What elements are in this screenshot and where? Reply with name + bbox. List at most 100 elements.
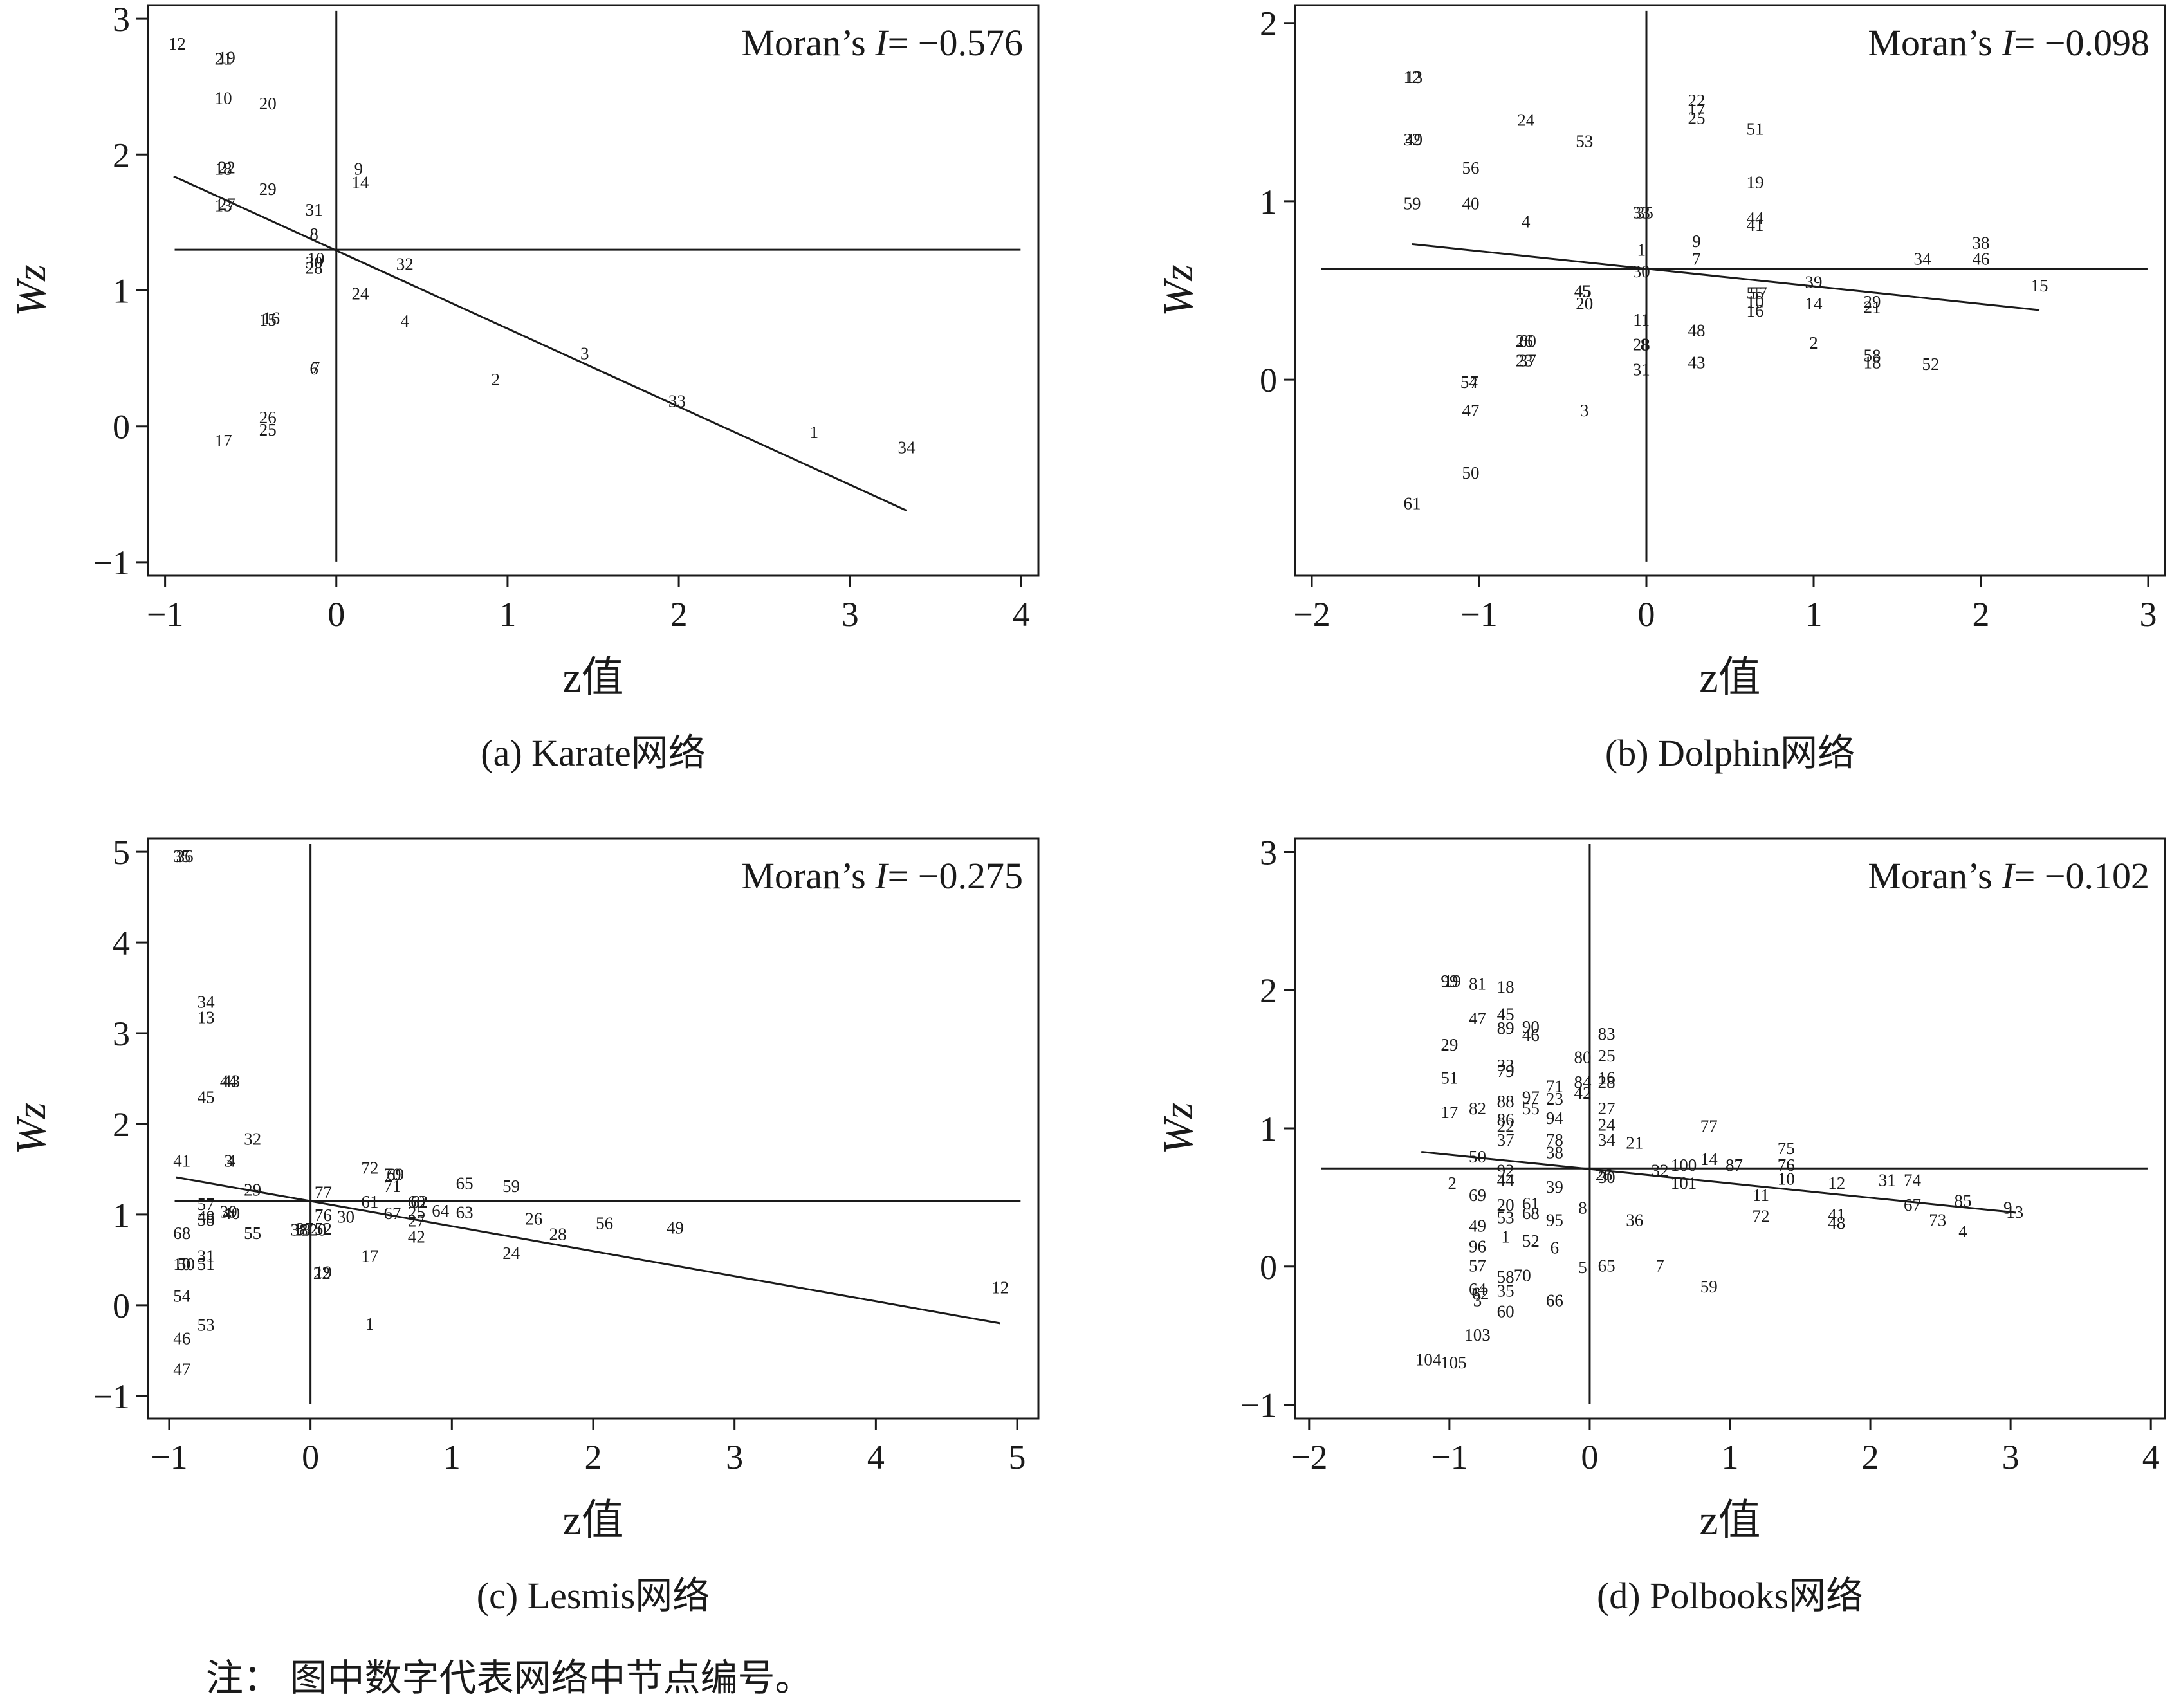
chart-3-point-label: 11 — [1753, 1186, 1769, 1205]
chart-0-point-label: 7 — [311, 358, 320, 377]
chart-3-point-label: 28 — [1598, 1072, 1615, 1092]
chart-1-point-label: 4 — [1522, 212, 1531, 231]
chart-0-point-label: 34 — [898, 437, 916, 457]
chart-2-x-tick-label: −1 — [151, 1438, 187, 1476]
chart-3-moran-prefix: Moran’s — [1868, 855, 2002, 897]
chart-0-x-tick-label: 1 — [499, 595, 516, 634]
chart-3-fit-line — [1421, 1151, 2017, 1214]
chart-1-point-label: 44 — [1747, 208, 1765, 228]
chart-3-point-label: 62 — [1471, 1284, 1489, 1303]
chart-1-point-label: 40 — [1462, 194, 1480, 214]
chart-3-point-label: 51 — [1440, 1069, 1458, 1088]
chart-3-point-label: 87 — [1726, 1155, 1743, 1175]
chart-0-point-label: 18 — [215, 159, 232, 178]
chart-2-point-label: 30 — [337, 1208, 354, 1227]
chart-2-point-label: 25 — [408, 1203, 425, 1222]
chart-0-point-label: 27 — [218, 194, 235, 214]
chart-1-point-label: 7 — [1692, 250, 1701, 269]
chart-1-point-label: 60 — [1519, 331, 1536, 351]
chart-3-point-label: 39 — [1546, 1177, 1563, 1197]
chart-3-point-label: 6 — [1551, 1238, 1560, 1258]
chart-3-point-label: 86 — [1497, 1110, 1514, 1129]
chart-2-moran-prefix: Moran’s — [741, 855, 875, 897]
chart-3-point-label: 7 — [1655, 1256, 1664, 1276]
chart-1-plot-frame — [1294, 4, 2166, 577]
chart-3-point-label: 94 — [1546, 1108, 1564, 1128]
chart-1-point-label: 10 — [1747, 292, 1764, 311]
chart-2-moran-annotation: Moran’s I= −0.275 — [741, 855, 1023, 897]
chart-3-point-label: 74 — [1904, 1170, 1922, 1189]
chart-3-point-label: 30 — [1598, 1168, 1615, 1187]
chart-3-point-label: 81 — [1469, 975, 1486, 994]
chart-3-moran-annotation: Moran’s I= −0.102 — [1868, 855, 2149, 897]
chart-3-point-label: 4 — [1958, 1222, 1967, 1241]
chart-1-caption: (b) Dolphin网络 — [1605, 732, 1855, 774]
chart-3-point-label: 21 — [1626, 1133, 1643, 1152]
chart-1-point-label: 11 — [1633, 310, 1650, 329]
chart-2-y-tick-label: −1 — [93, 1377, 130, 1416]
chart-2-point-label: 36 — [176, 847, 194, 866]
chart-1-point-label: 1 — [1637, 241, 1646, 260]
chart-2-point-label: 35 — [173, 847, 190, 866]
chart-3-y-axis-title: Wz — [1155, 1103, 1202, 1155]
chart-3-point-label: 23 — [1546, 1089, 1563, 1108]
chart-2-point-label: 47 — [173, 1359, 190, 1379]
chart-3-point-label: 48 — [1828, 1213, 1845, 1233]
chart-3-point-label: 19 — [1444, 971, 1461, 991]
chart-3-point-label: 59 — [1700, 1277, 1718, 1296]
chart-1-point-label: 39 — [1805, 273, 1823, 292]
chart-3-y-tick-label: 0 — [1260, 1248, 1277, 1287]
chart-3-point-label: 55 — [1522, 1099, 1540, 1118]
chart-2-point-label: 51 — [198, 1254, 215, 1274]
chart-3-point-label: 22 — [1497, 1117, 1514, 1136]
chart-3-point-label: 8 — [1578, 1198, 1587, 1217]
chart-1-point-label: 20 — [1576, 294, 1593, 313]
chart-0-point-label: 15 — [259, 310, 277, 329]
chart-2-point-label: 49 — [667, 1218, 684, 1238]
chart-1-point-label: 50 — [1462, 463, 1480, 482]
chart-1-moran-value: = −0.098 — [2014, 22, 2149, 64]
chart-2-point-label: 10 — [173, 1254, 190, 1274]
chart-1-point-label: 46 — [1973, 250, 1990, 269]
chart-2-x-tick-label: 3 — [726, 1438, 743, 1476]
chart-2-point-label: 50 — [178, 1254, 195, 1274]
chart-2-point-label: 64 — [432, 1201, 450, 1220]
chart-0-point-label: 12 — [169, 34, 186, 53]
chart-2-point-label: 43 — [223, 1071, 240, 1090]
chart-2-point-label: 18 — [293, 1220, 311, 1239]
chart-3-point-label: 9 — [2003, 1198, 2012, 1217]
chart-0-point-label: 9 — [354, 159, 364, 178]
chart-2-caption: (c) Lesmis网络 — [477, 1575, 710, 1617]
chart-1-point-label: 21 — [1864, 297, 1881, 317]
chart-2-fit-line — [176, 1176, 1000, 1325]
chart-1-x-axis-title: z值 — [1699, 654, 1760, 701]
chart-2-point-label: 44 — [220, 1071, 238, 1090]
chart-2-point-label: 68 — [173, 1224, 190, 1243]
chart-3-x-tick-label: −1 — [1431, 1438, 1468, 1476]
chart-0-plot-frame — [147, 4, 1040, 577]
chart-3-point-label: 31 — [1879, 1170, 1896, 1189]
chart-1-y-tick-label: 0 — [1260, 361, 1277, 399]
chart-3-point-label: 67 — [1904, 1195, 1921, 1215]
chart-0-y-axis-title: Wz — [8, 264, 55, 317]
chart-1-point-label: 13 — [1405, 68, 1422, 87]
chart-1-point-label: 34 — [1914, 250, 1932, 269]
chart-2-point-label: 26 — [525, 1209, 542, 1229]
chart-2-point-label: 59 — [502, 1177, 520, 1196]
chart-3-point-label: 3 — [1473, 1290, 1482, 1310]
chart-1-x-tick-label: −2 — [1293, 595, 1330, 634]
chart-0-moran-value: = −0.576 — [888, 22, 1023, 64]
chart-3-point-label: 45 — [1497, 1005, 1514, 1024]
chart-2-point-label: 29 — [244, 1180, 261, 1199]
chart-1-point-label: 7 — [1469, 372, 1478, 392]
chart-0-point-label: 30 — [306, 253, 323, 272]
chart-3-point-label: 13 — [2006, 1202, 2023, 1222]
chart-1-y-tick-label: 2 — [1260, 5, 1277, 43]
chart-2-point-label: 1 — [365, 1314, 374, 1334]
chart-2-point-label: 39 — [220, 1202, 237, 1221]
chart-2-point-label: 52 — [315, 1219, 332, 1238]
chart-3-point-label: 46 — [1522, 1025, 1540, 1045]
